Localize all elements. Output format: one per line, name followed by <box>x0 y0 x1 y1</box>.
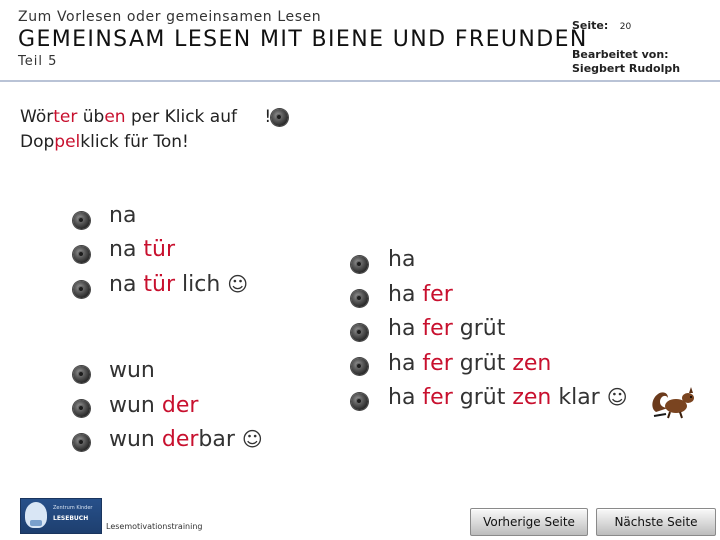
word-row[interactable]: ha fer grüt <box>388 316 506 341</box>
edited-label: Bearbeitet von: <box>572 48 669 61</box>
speaker-button-icon[interactable] <box>73 246 90 263</box>
program-label: Lesemotivationstraining <box>106 522 203 531</box>
word-row[interactable]: wun derbar ☺ <box>109 427 263 452</box>
instruction-line-2: Doppelklick für Ton! <box>20 132 189 152</box>
instruction-text-red: pel <box>54 132 81 152</box>
word-row[interactable]: ha fer grüt zen <box>388 351 552 376</box>
logo-text: LESEBUCH <box>53 515 89 522</box>
instruction-text-red: ter <box>53 107 78 127</box>
word-row[interactable]: na tür <box>109 237 176 262</box>
speaker-button-icon[interactable] <box>351 256 368 273</box>
publisher-logo: Zentrum Kinder LESEBUCH <box>20 498 102 534</box>
logo-text: Zentrum Kinder <box>53 505 93 511</box>
page-number: 20 <box>619 22 632 32</box>
part-label: Teil 5 <box>18 54 58 69</box>
speaker-button-icon[interactable] <box>351 290 368 307</box>
instruction-text: klick für Ton! <box>80 132 189 152</box>
word-row[interactable]: ha fer <box>388 282 453 307</box>
smiley-icon: ☺ <box>227 272 249 296</box>
speaker-button-icon[interactable] <box>73 281 90 298</box>
previous-page-button[interactable]: Vorherige Seite <box>470 508 588 536</box>
smiley-icon: ☺ <box>241 427 263 451</box>
speaker-button-icon[interactable] <box>73 434 90 451</box>
speaker-button-icon[interactable] <box>351 393 368 410</box>
word-row[interactable]: wun <box>109 358 155 383</box>
word-row[interactable]: ha <box>388 247 416 272</box>
speaker-button-icon[interactable] <box>73 212 90 229</box>
instruction-text: üb <box>77 107 105 127</box>
logo-mark-icon <box>25 502 47 528</box>
word-row[interactable]: wun der <box>109 393 199 418</box>
speaker-button-icon[interactable] <box>351 324 368 341</box>
word-row[interactable]: na <box>109 203 137 228</box>
header-divider <box>0 80 720 82</box>
word-row[interactable]: ha fer grüt zen klar ☺ <box>388 385 628 410</box>
instruction-text-red: en <box>104 107 126 127</box>
instruction-text: ! <box>264 107 272 127</box>
word-row[interactable]: na tür lich ☺ <box>109 272 249 297</box>
instruction-text: Wör <box>20 107 54 127</box>
squirrel-icon <box>652 387 694 419</box>
page-label: Seite: <box>572 19 609 32</box>
instruction-line-1: Wörter üben per Klick auf ! <box>20 107 271 127</box>
speaker-button-icon[interactable] <box>73 400 90 417</box>
speaker-button-icon[interactable] <box>351 358 368 375</box>
next-page-button[interactable]: Nächste Seite <box>596 508 716 536</box>
page-title: GEMEINSAM LESEN MIT BIENE UND FREUNDEN <box>18 27 588 52</box>
page-info: Seite: 20 <box>572 19 631 32</box>
smiley-icon: ☺ <box>606 385 628 409</box>
editor-name: Siegbert Rudolph <box>572 62 681 75</box>
speaker-button-icon[interactable] <box>73 366 90 383</box>
instruction-text: per Klick auf <box>125 107 243 127</box>
series-subtitle: Zum Vorlesen oder gemeinsamen Lesen <box>18 9 322 25</box>
speaker-button-icon <box>271 109 288 126</box>
instruction-text: Dop <box>20 132 55 152</box>
